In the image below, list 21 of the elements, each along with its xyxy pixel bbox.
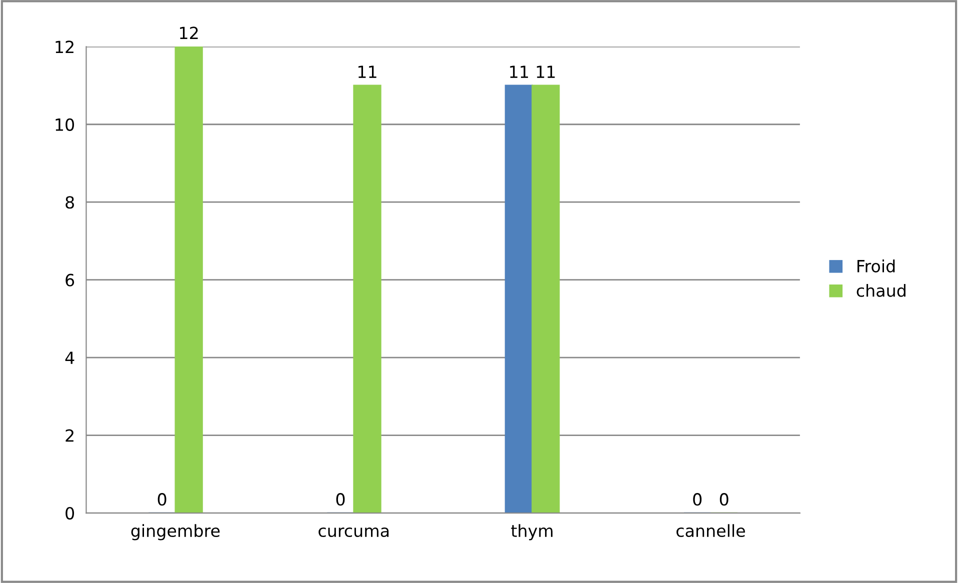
data-label: 11 — [510, 66, 528, 78]
x-tick-label: gingembre — [131, 524, 220, 540]
x-tick-label: curcuma — [318, 527, 389, 538]
data-label: 11 — [536, 66, 555, 78]
x-tick-label: cannelle — [676, 524, 745, 538]
data-label: 11 — [358, 66, 376, 78]
data-label: 0 — [158, 493, 166, 506]
y-tick-label: 6 — [66, 274, 74, 286]
y-tick-label: 4 — [65, 352, 74, 364]
y-tick-label: 12 — [56, 40, 74, 53]
data-label: 0 — [720, 493, 728, 506]
y-tick-label: 0 — [66, 507, 74, 520]
data-label: 0 — [693, 493, 702, 506]
y-tick-label: 8 — [66, 196, 74, 209]
x-tick-label: thym — [511, 524, 552, 540]
y-tick-label: 2 — [66, 429, 74, 442]
data-label: 12 — [180, 26, 198, 40]
legend-label: Froid — [858, 260, 895, 272]
legend-label: chaud — [856, 284, 906, 297]
y-tick-label: 10 — [56, 118, 74, 131]
data-label: 0 — [336, 493, 345, 506]
